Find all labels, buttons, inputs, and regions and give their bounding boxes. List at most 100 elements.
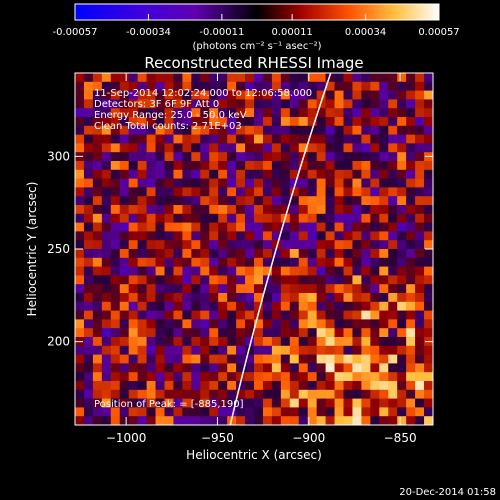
heatmap-pixel bbox=[227, 293, 237, 303]
heatmap-pixel bbox=[325, 249, 335, 259]
heatmap-pixel bbox=[119, 354, 129, 364]
heatmap-pixel bbox=[164, 310, 174, 320]
heatmap-pixel bbox=[146, 81, 156, 91]
heatmap-pixel bbox=[415, 178, 425, 188]
heatmap-pixel bbox=[119, 345, 129, 355]
heatmap-pixel bbox=[128, 345, 138, 355]
heatmap-pixel bbox=[316, 117, 326, 127]
heatmap-pixel bbox=[83, 205, 94, 215]
heatmap-pixel bbox=[262, 196, 273, 206]
heatmap-pixel bbox=[388, 73, 398, 83]
heatmap-pixel bbox=[289, 328, 300, 338]
heatmap-pixel bbox=[227, 125, 237, 135]
heatmap-pixel bbox=[209, 134, 219, 144]
heatmap-pixel bbox=[155, 266, 165, 276]
heatmap-pixel bbox=[218, 293, 228, 303]
heatmap-pixel bbox=[101, 108, 112, 118]
heatmap-pixel bbox=[352, 293, 362, 303]
heatmap-pixel bbox=[227, 407, 237, 417]
heatmap-pixel bbox=[236, 73, 246, 83]
heatmap-pixel bbox=[316, 196, 326, 206]
heatmap-pixel bbox=[209, 125, 219, 135]
heatmap-pixel bbox=[334, 169, 344, 179]
heatmap-pixel bbox=[164, 152, 174, 162]
heatmap-pixel bbox=[101, 196, 112, 206]
heatmap-pixel bbox=[182, 389, 192, 399]
heatmap-pixel bbox=[280, 345, 291, 355]
heatmap-pixel bbox=[173, 328, 183, 338]
heatmap-pixel bbox=[110, 275, 121, 285]
heatmap-pixel bbox=[415, 301, 425, 311]
heatmap-pixel bbox=[316, 81, 326, 91]
heatmap-pixel bbox=[271, 240, 282, 250]
y-axis-label: Heliocentric Y (arcsec) bbox=[25, 182, 39, 317]
heatmap-pixel bbox=[146, 117, 156, 127]
heatmap-pixel bbox=[83, 134, 94, 144]
heatmap-pixel bbox=[325, 372, 335, 382]
heatmap-pixel bbox=[352, 398, 362, 408]
heatmap-pixel bbox=[128, 222, 138, 232]
heatmap-pixel bbox=[209, 416, 219, 425]
heatmap-pixel bbox=[254, 389, 264, 399]
heatmap-pixel bbox=[271, 381, 282, 391]
heatmap-pixel bbox=[146, 372, 156, 382]
heatmap-pixel bbox=[83, 266, 94, 276]
heatmap-pixel bbox=[164, 196, 174, 206]
heatmap-pixel bbox=[370, 372, 380, 382]
heatmap-pixel bbox=[83, 257, 94, 267]
annotation-line: Energy Range: 25.0 - 50.0 keV bbox=[94, 110, 247, 121]
heatmap-pixel bbox=[128, 389, 138, 399]
heatmap-pixel bbox=[424, 108, 433, 118]
heatmap-pixel bbox=[361, 354, 371, 364]
heatmap-pixel bbox=[352, 73, 362, 83]
heatmap-pixel bbox=[227, 143, 237, 153]
heatmap-pixel bbox=[289, 293, 300, 303]
heatmap-pixel bbox=[271, 222, 282, 232]
heatmap-pixel bbox=[352, 257, 362, 267]
heatmap-pixel bbox=[209, 354, 219, 364]
heatmap-pixel bbox=[218, 134, 228, 144]
heatmap-pixel bbox=[245, 310, 255, 320]
heatmap-pixel bbox=[262, 73, 273, 83]
heatmap-pixel bbox=[271, 407, 282, 417]
heatmap-pixel bbox=[397, 372, 407, 382]
heatmap-pixel bbox=[388, 213, 398, 223]
heatmap-pixel bbox=[262, 169, 273, 179]
heatmap-pixel bbox=[128, 125, 138, 135]
heatmap-pixel bbox=[110, 301, 121, 311]
heatmap-pixel bbox=[137, 354, 147, 364]
heatmap-pixel bbox=[128, 354, 138, 364]
heatmap-pixel bbox=[200, 398, 210, 408]
heatmap-pixel bbox=[227, 187, 237, 197]
heatmap-pixel bbox=[245, 134, 255, 144]
heatmap-pixel bbox=[227, 275, 237, 285]
heatmap-pixel bbox=[262, 152, 273, 162]
heatmap-pixel bbox=[146, 389, 156, 399]
heatmap-pixel bbox=[325, 73, 335, 83]
y-tick-label: 200 bbox=[47, 335, 70, 349]
heatmap-pixel bbox=[262, 81, 273, 91]
heatmap-pixel bbox=[370, 381, 380, 391]
heatmap-pixel bbox=[406, 407, 416, 417]
heatmap-pixel bbox=[280, 187, 291, 197]
heatmap-pixel bbox=[415, 310, 425, 320]
heatmap-pixel bbox=[83, 284, 94, 294]
heatmap-pixel bbox=[298, 240, 308, 250]
heatmap-pixel bbox=[415, 187, 425, 197]
heatmap-pixel bbox=[227, 398, 237, 408]
heatmap-pixel bbox=[271, 293, 282, 303]
heatmap-pixel bbox=[280, 81, 291, 91]
heatmap-pixel bbox=[101, 310, 112, 320]
heatmap-pixel bbox=[298, 213, 308, 223]
heatmap-pixel bbox=[307, 161, 317, 171]
heatmap-pixel bbox=[415, 143, 425, 153]
heatmap-pixel bbox=[245, 161, 255, 171]
heatmap-pixel bbox=[361, 275, 371, 285]
heatmap-pixel bbox=[236, 337, 246, 347]
heatmap-pixel bbox=[316, 240, 326, 250]
heatmap-pixel bbox=[334, 205, 344, 215]
heatmap-pixel bbox=[92, 284, 103, 294]
heatmap-pixel bbox=[101, 222, 112, 232]
heatmap-pixel bbox=[191, 187, 201, 197]
heatmap-pixel bbox=[397, 354, 407, 364]
